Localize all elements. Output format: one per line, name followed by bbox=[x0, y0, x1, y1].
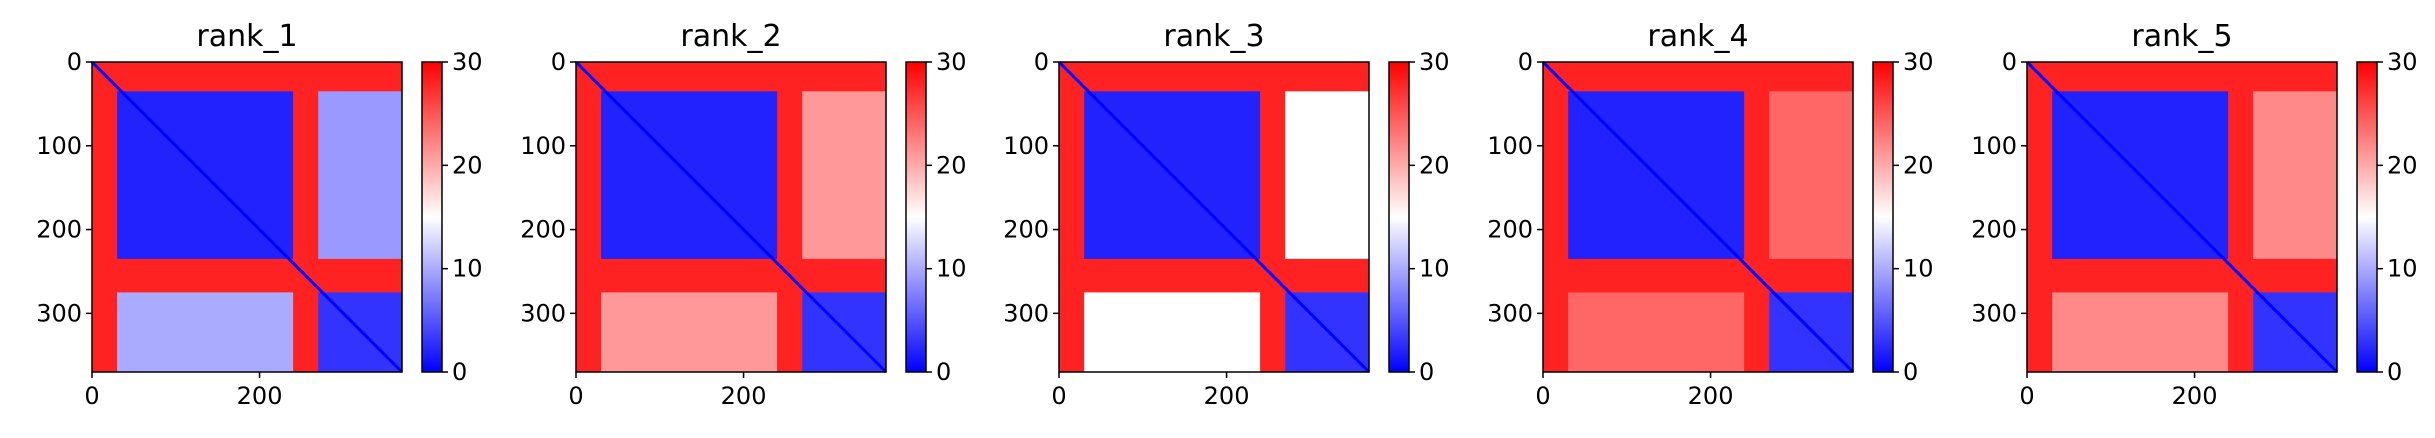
x-tick-label: 200 bbox=[1204, 382, 1250, 410]
heatmap-region bbox=[2253, 91, 2337, 259]
x-tick-label: 0 bbox=[84, 382, 99, 410]
colorbar-tick-label: 0 bbox=[2387, 358, 2402, 386]
colorbar-tick-label: 10 bbox=[1903, 255, 1934, 283]
colorbar bbox=[421, 61, 443, 373]
colorbar-tick-label: 30 bbox=[452, 48, 483, 76]
y-tick-label: 0 bbox=[551, 48, 566, 76]
y-tick-label: 300 bbox=[1487, 299, 1533, 327]
heatmap-region bbox=[2052, 292, 2229, 372]
colorbar-tick-label: 20 bbox=[1419, 151, 1450, 179]
plot-frame bbox=[1058, 61, 1370, 373]
x-tick-label: 0 bbox=[568, 382, 583, 410]
x-tick-label: 0 bbox=[2019, 382, 2034, 410]
heatmap-region bbox=[117, 292, 294, 372]
y-tick-label: 0 bbox=[1518, 48, 1533, 76]
colorbar-tick-label: 30 bbox=[2387, 48, 2418, 76]
colorbar-tick-label: 10 bbox=[2387, 255, 2418, 283]
x-tick-label: 200 bbox=[237, 382, 283, 410]
y-tick-label: 200 bbox=[520, 216, 566, 244]
colorbar bbox=[905, 61, 927, 373]
colorbar bbox=[1388, 61, 1410, 373]
panel-rank-2: rank_2 0 200 0 100 200 300 0 10 20 30 bbox=[520, 19, 966, 410]
y-tick-label: 100 bbox=[36, 132, 82, 160]
colorbar-tick-label: 20 bbox=[936, 151, 967, 179]
x-tick-label: 0 bbox=[1051, 382, 1066, 410]
colorbar-tick-label: 10 bbox=[936, 255, 967, 283]
colorbar-tick-label: 20 bbox=[452, 151, 483, 179]
panel-title: rank_4 bbox=[1647, 19, 1748, 54]
plot-frame bbox=[575, 61, 887, 373]
y-tick-label: 300 bbox=[1003, 299, 1049, 327]
colorbar-tick-label: 30 bbox=[1419, 48, 1450, 76]
heatmap-region bbox=[802, 91, 886, 259]
panel-title: rank_3 bbox=[1163, 19, 1264, 54]
y-tick-label: 0 bbox=[67, 48, 82, 76]
y-tick-label: 100 bbox=[1003, 132, 1049, 160]
y-tick-label: 0 bbox=[1034, 48, 1049, 76]
y-tick-label: 300 bbox=[520, 299, 566, 327]
colorbar-tick-label: 30 bbox=[936, 48, 967, 76]
y-tick-label: 200 bbox=[1003, 216, 1049, 244]
panel-rank-5: rank_5 0 200 0 100 200 300 0 10 20 30 bbox=[1971, 19, 2417, 410]
y-tick-label: 300 bbox=[36, 299, 82, 327]
colorbar-tick-label: 0 bbox=[452, 358, 467, 386]
colorbar-tick-label: 20 bbox=[2387, 151, 2418, 179]
plot-frame bbox=[2026, 61, 2338, 373]
heatmap-region bbox=[1769, 91, 1853, 259]
x-tick-label: 200 bbox=[2172, 382, 2218, 410]
panel-title: rank_5 bbox=[2131, 19, 2232, 54]
colorbar-tick-label: 20 bbox=[1903, 151, 1934, 179]
x-tick-label: 0 bbox=[1535, 382, 1550, 410]
y-tick-label: 100 bbox=[1971, 132, 2017, 160]
colorbar-tick-label: 0 bbox=[936, 358, 951, 386]
colorbar-tick-label: 0 bbox=[1419, 358, 1434, 386]
x-tick-label: 200 bbox=[1688, 382, 1734, 410]
panel-rank-1: rank_1 0 200 0 100 200 300 0 10 20 30 bbox=[36, 19, 482, 410]
panel-rank-4: rank_4 0 200 0 100 200 300 0 10 20 30 bbox=[1487, 19, 1933, 410]
y-tick-label: 200 bbox=[1971, 216, 2017, 244]
heatmap-diagonal bbox=[90, 60, 404, 374]
colorbar bbox=[2356, 61, 2378, 373]
colorbar-tick-label: 30 bbox=[1903, 48, 1934, 76]
panel-rank-3: rank_3 0 200 0 100 200 300 0 10 20 30 bbox=[1003, 19, 1449, 410]
y-tick-label: 300 bbox=[1971, 299, 2017, 327]
heatmap-diagonal bbox=[2025, 60, 2339, 374]
heatmap-region bbox=[318, 91, 402, 259]
y-tick-label: 200 bbox=[1487, 216, 1533, 244]
panel-title: rank_1 bbox=[196, 19, 297, 54]
colorbar-tick-label: 10 bbox=[452, 255, 483, 283]
plot-frame bbox=[91, 61, 403, 373]
heatmap-region bbox=[1084, 292, 1261, 372]
y-tick-label: 200 bbox=[36, 216, 82, 244]
heatmap-region bbox=[601, 292, 778, 372]
colorbar-tick-label: 0 bbox=[1903, 358, 1918, 386]
colorbar-tick-label: 10 bbox=[1419, 255, 1450, 283]
colorbar bbox=[1872, 61, 1894, 373]
y-tick-label: 100 bbox=[520, 132, 566, 160]
heatmap-region bbox=[1285, 91, 1369, 259]
heatmap-diagonal bbox=[1541, 60, 1855, 374]
heatmap-diagonal bbox=[574, 60, 888, 374]
x-tick-label: 200 bbox=[721, 382, 767, 410]
heatmap-diagonal bbox=[1057, 60, 1371, 374]
heatmap-region bbox=[1568, 292, 1745, 372]
plot-frame bbox=[1542, 61, 1854, 373]
panel-title: rank_2 bbox=[680, 19, 781, 54]
y-tick-label: 0 bbox=[2002, 48, 2017, 76]
y-tick-label: 100 bbox=[1487, 132, 1533, 160]
